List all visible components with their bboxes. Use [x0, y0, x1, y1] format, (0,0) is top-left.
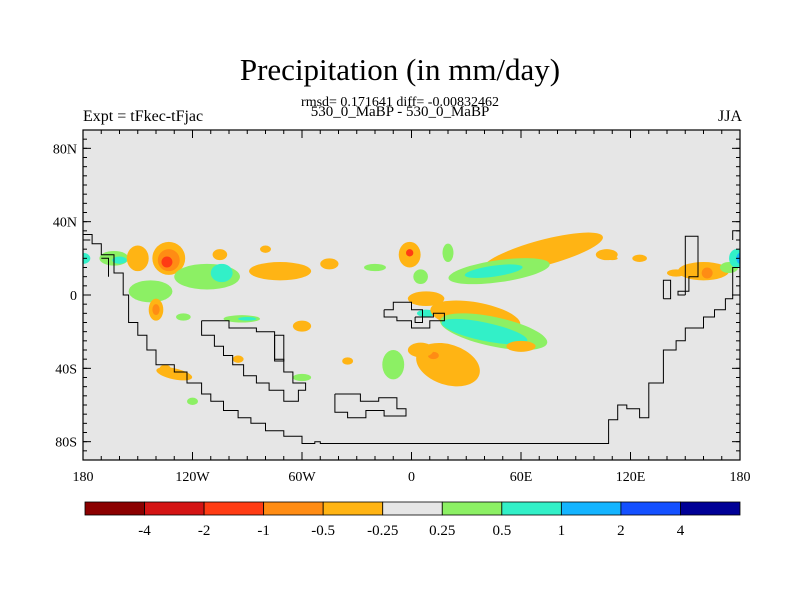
anomaly-patch: [342, 357, 354, 365]
anomaly-patch: [407, 342, 434, 358]
colorbar-label: 4: [677, 523, 685, 539]
x-tick-label: 180: [730, 470, 751, 485]
y-tick-label: 80S: [55, 436, 77, 451]
colorbar-label: 1: [558, 523, 566, 539]
colorbar-swatch: [322, 501, 384, 516]
x-tick-label: 60W: [288, 470, 316, 485]
colorbar-swatch: [144, 501, 205, 516]
continent-outline: [662, 279, 672, 300]
stats-line: rmsd= 0.171641 diff= -0.00832462: [301, 95, 499, 110]
x-tick-label: 180: [73, 470, 94, 485]
continent-outline: [101, 257, 109, 277]
season-label: JJA: [717, 108, 742, 125]
anomaly-patch: [606, 256, 618, 261]
continent-outline: [334, 393, 407, 419]
colorbar-swatch: [382, 501, 443, 516]
anomaly-patch: [701, 267, 713, 279]
colorbar-swatch: [263, 501, 324, 516]
anomaly-patch: [667, 269, 686, 277]
anomaly-patch: [159, 364, 171, 373]
anomaly-patch: [152, 304, 160, 316]
anomaly-patch: [407, 291, 445, 306]
anomaly-patch: [176, 313, 191, 321]
x-tick-label: 60E: [510, 470, 533, 485]
y-tick-label: 0: [70, 289, 77, 304]
colorbar-label: 0.25: [429, 523, 455, 539]
axis-layer: 180 120W 60W 0 60E 120E 180 80N 40N 0 40S 80S: [53, 129, 751, 485]
chart-title: Precipitation (in mm/day): [239, 52, 561, 87]
anomaly-patch: [364, 263, 386, 272]
anomaly-patch: [320, 258, 339, 270]
anomaly-patch: [112, 256, 127, 264]
colorbar-swatch: [501, 501, 562, 516]
anomaly-patch: [292, 320, 312, 332]
x-tick-label: 120E: [616, 470, 646, 485]
anomaly-patch: [249, 262, 312, 281]
anomaly-patch: [442, 243, 454, 262]
map-layer: [83, 130, 740, 460]
experiment-label: Expt = tFkec-tFjac: [83, 108, 204, 125]
colorbar-label: -0.5: [311, 523, 335, 539]
case-label: 530_0_MaBP - 530_0_MaBP: [310, 104, 490, 120]
anomaly-patch: [212, 249, 228, 261]
anomaly-patch: [232, 355, 244, 363]
colorbar-swatch: [84, 501, 145, 516]
anomaly-patch: [382, 350, 405, 380]
anomaly-patch: [260, 245, 271, 253]
continent-outline: [274, 334, 285, 362]
anomaly-patch: [506, 340, 536, 352]
colorbar-label: -4: [138, 523, 151, 539]
anomaly-patch: [441, 318, 528, 345]
x-tick-label: 0: [408, 470, 415, 485]
anomaly-patch: [210, 263, 233, 283]
continent-outline: [677, 235, 699, 296]
anomaly-patch: [292, 373, 312, 382]
colorbar-swatch: [560, 501, 622, 516]
colorbar-label: 2: [617, 523, 625, 539]
anomaly-patch: [464, 264, 523, 278]
colorbar-label: -0.25: [367, 523, 398, 539]
anomaly-patch: [126, 245, 149, 272]
y-tick-label: 80N: [53, 142, 77, 157]
continent-outline: [83, 234, 740, 444]
colorbar-swatch: [203, 501, 265, 516]
y-tick-label: 40N: [53, 216, 77, 231]
colorbar-label: 0.5: [492, 523, 511, 539]
anomaly-patch: [187, 397, 198, 406]
colorbar-label: -1: [257, 523, 270, 539]
colorbar-label: -2: [198, 523, 211, 539]
colorbar-swatch: [620, 501, 681, 516]
continent-outline: [414, 316, 423, 323]
anomaly-patch: [128, 280, 173, 303]
y-tick-label: 40S: [55, 362, 77, 377]
continent-outline: [201, 320, 307, 402]
anomaly-patch: [161, 256, 173, 268]
colorbar-swatch: [680, 501, 741, 516]
x-tick-label: 120W: [175, 470, 210, 485]
anomaly-patch: [406, 249, 414, 257]
colorbar: -4 -2 -1 -0.5 -0.25 0.25 0.5 1 2 4: [84, 501, 741, 539]
anomaly-patch: [729, 249, 740, 268]
colorbar-swatch: [441, 501, 503, 516]
anomaly-patch: [238, 317, 257, 321]
continent-outline: [383, 301, 445, 329]
anomaly-patch: [413, 269, 428, 284]
anomaly-patch: [632, 254, 647, 262]
